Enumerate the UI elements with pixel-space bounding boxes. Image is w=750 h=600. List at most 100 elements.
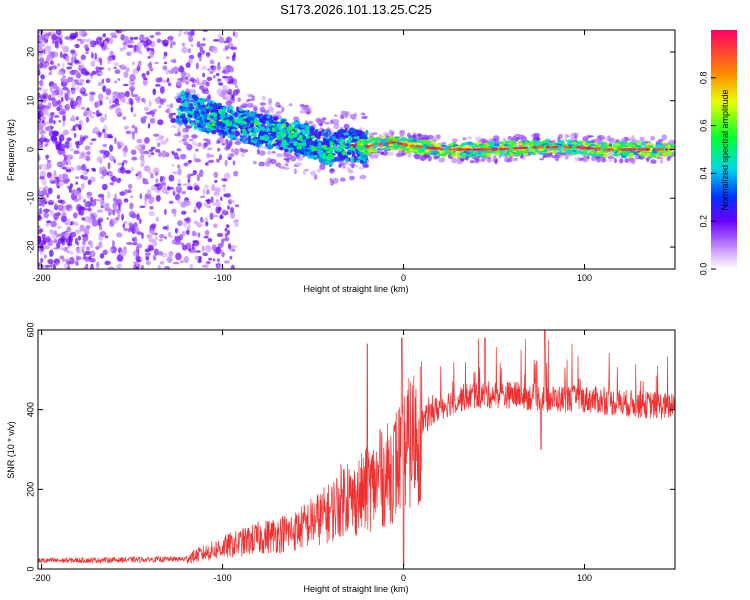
spectral-blob <box>86 107 90 111</box>
spectral-blob <box>85 224 91 230</box>
spectral-blob <box>101 168 108 177</box>
spectral-blob <box>62 166 67 170</box>
spectral-blob <box>187 173 191 180</box>
spectral-blob <box>195 201 203 209</box>
spectral-blob <box>205 189 210 195</box>
spectral-blob <box>269 158 277 165</box>
spectral-blob <box>574 156 581 162</box>
spectral-blob <box>185 229 190 235</box>
spectral-blob <box>179 114 186 119</box>
spectral-blob <box>238 108 244 112</box>
spectral-blob <box>621 152 628 155</box>
spectral-peak <box>312 146 318 151</box>
spectral-blob <box>155 178 159 184</box>
spectral-blob <box>50 112 55 116</box>
spectral-blob <box>114 137 117 145</box>
spectral-blob <box>626 138 632 142</box>
spectral-blob <box>104 260 111 266</box>
spectral-blob <box>369 132 375 138</box>
spectral-blob <box>187 48 191 54</box>
spectral-blob <box>154 61 159 65</box>
x-tick-label: 100 <box>577 573 592 583</box>
spectral-blob <box>510 158 516 162</box>
spectral-blob <box>46 236 51 243</box>
spectral-blob <box>507 149 514 152</box>
spectral-blob <box>189 186 193 191</box>
spectral-blob <box>96 261 100 269</box>
spectral-blob <box>651 150 658 154</box>
snr-ylabel: SNR (10 * v/v) <box>6 421 16 479</box>
spectral-blob <box>117 78 121 81</box>
spectral-peak <box>218 109 223 115</box>
spectral-blob <box>112 202 118 210</box>
spectral-blob <box>232 160 236 166</box>
spectral-blob <box>66 66 72 70</box>
spectral-peak <box>522 146 528 149</box>
spectral-blob <box>333 123 340 130</box>
spectral-blob <box>192 169 197 176</box>
spectral-blob <box>89 266 95 269</box>
spectral-peak <box>279 132 283 137</box>
spectral-blob <box>193 209 197 213</box>
colorbar-tick-label: 0.8 <box>698 72 708 85</box>
spectrogram-ylabel: Frequency (Hz) <box>6 119 16 181</box>
spectral-blob <box>89 242 94 249</box>
spectral-blob <box>62 75 67 78</box>
spectral-blob <box>310 170 316 176</box>
spectral-blob <box>40 111 44 116</box>
spectral-blob <box>113 66 117 70</box>
spectral-blob <box>201 123 207 127</box>
spectral-peak <box>654 148 660 151</box>
spectral-blob <box>141 232 144 240</box>
spectral-blob <box>360 112 366 116</box>
spectral-blob <box>439 153 447 157</box>
spectral-blob <box>309 125 314 130</box>
spectral-blob <box>227 81 234 85</box>
spectral-blob <box>51 34 58 41</box>
spectral-blob <box>91 219 99 227</box>
spectral-blob <box>261 95 266 101</box>
spectral-blob <box>89 257 96 263</box>
spectral-blob <box>265 120 269 125</box>
spectral-blob <box>155 194 161 202</box>
spectral-blob <box>188 54 195 60</box>
spectral-blob <box>208 257 213 261</box>
spectral-blob <box>120 166 124 171</box>
spectral-blob <box>122 83 129 87</box>
spectral-blob <box>258 124 262 128</box>
spectral-blob <box>219 214 223 220</box>
spectral-blob <box>73 198 79 202</box>
spectral-blob <box>196 222 203 228</box>
spectral-peak <box>581 146 585 149</box>
spectral-blob <box>69 32 77 40</box>
spectral-blob <box>590 143 595 146</box>
spectral-blob <box>57 225 62 230</box>
spectral-blob <box>99 253 105 259</box>
spectral-peak <box>564 145 570 149</box>
spectral-blob <box>244 140 249 144</box>
spectral-blob <box>277 126 281 130</box>
spectral-blob <box>84 250 91 256</box>
spectral-blob <box>188 138 194 142</box>
spectral-blob <box>616 151 622 154</box>
spectral-blob <box>510 136 518 141</box>
spectral-peak <box>361 146 366 150</box>
spectral-blob <box>135 173 138 177</box>
spectral-blob <box>281 106 285 113</box>
spectral-blob <box>148 211 155 217</box>
spectral-blob <box>141 73 146 78</box>
spectral-blob <box>165 266 169 269</box>
spectral-blob <box>39 57 45 64</box>
spectral-blob <box>570 133 574 139</box>
spectral-blob <box>165 191 169 195</box>
colorbar-tick-label: 0.0 <box>698 263 708 276</box>
x-tick-label: -100 <box>214 573 232 583</box>
spectral-blob <box>344 132 349 136</box>
spectral-blob <box>116 232 123 238</box>
spectral-blob <box>48 72 52 76</box>
y-tick-label: 0 <box>25 566 35 571</box>
spectral-blob <box>571 146 576 150</box>
spectral-blob <box>157 264 161 269</box>
spectral-blob <box>182 244 188 251</box>
spectral-blob <box>218 129 225 134</box>
